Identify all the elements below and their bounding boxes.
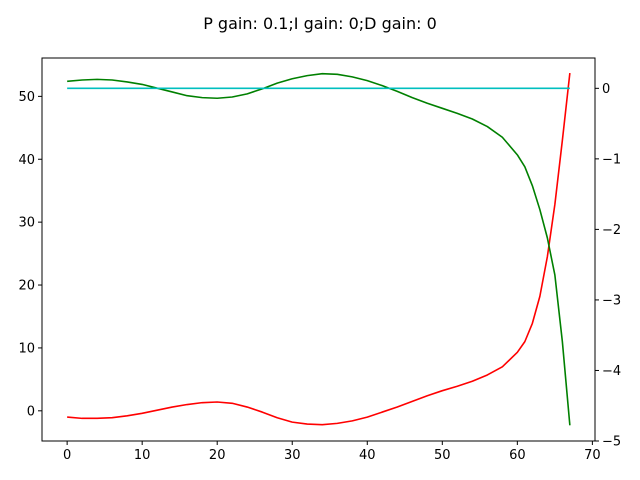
x-tick-label: 70 [584, 448, 601, 463]
plot-lines [67, 72, 571, 426]
y-left-tick-label: 40 [18, 153, 35, 168]
y-left-tick-label: 50 [18, 90, 35, 105]
y-left-tick-label: 10 [18, 341, 35, 356]
y-left-tick-label: 0 [27, 404, 35, 419]
y-right-tick-label: −4 [602, 364, 621, 379]
y-right-tick-label: −1 [602, 152, 621, 167]
x-tick-label: 0 [63, 448, 71, 463]
y-right-tick-label: −5 [602, 435, 621, 450]
x-tick-label: 20 [209, 448, 226, 463]
y-left-tick-label: 30 [18, 216, 35, 231]
x-tick-label: 40 [359, 448, 376, 463]
y-axis-left: 0 10 20 30 40 50 [18, 90, 42, 419]
y-axis-right: 0 −1 −2 −3 −4 −5 [595, 82, 621, 450]
chart-title: P gain: 0.1;I gain: 0;D gain: 0 [203, 14, 437, 33]
y-left-tick-label: 20 [18, 279, 35, 294]
y-right-tick-label: 0 [602, 82, 610, 97]
x-tick-label: 50 [434, 448, 451, 463]
x-tick-label: 30 [284, 448, 301, 463]
y-right-tick-label: −3 [602, 293, 621, 308]
series-line-0 [67, 73, 571, 426]
x-tick-label: 10 [134, 448, 151, 463]
y-right-tick-label: −2 [602, 223, 621, 238]
x-tick-label: 60 [509, 448, 526, 463]
x-axis: 0 10 20 30 40 50 60 70 [63, 441, 601, 463]
plot-frame [41, 57, 596, 442]
